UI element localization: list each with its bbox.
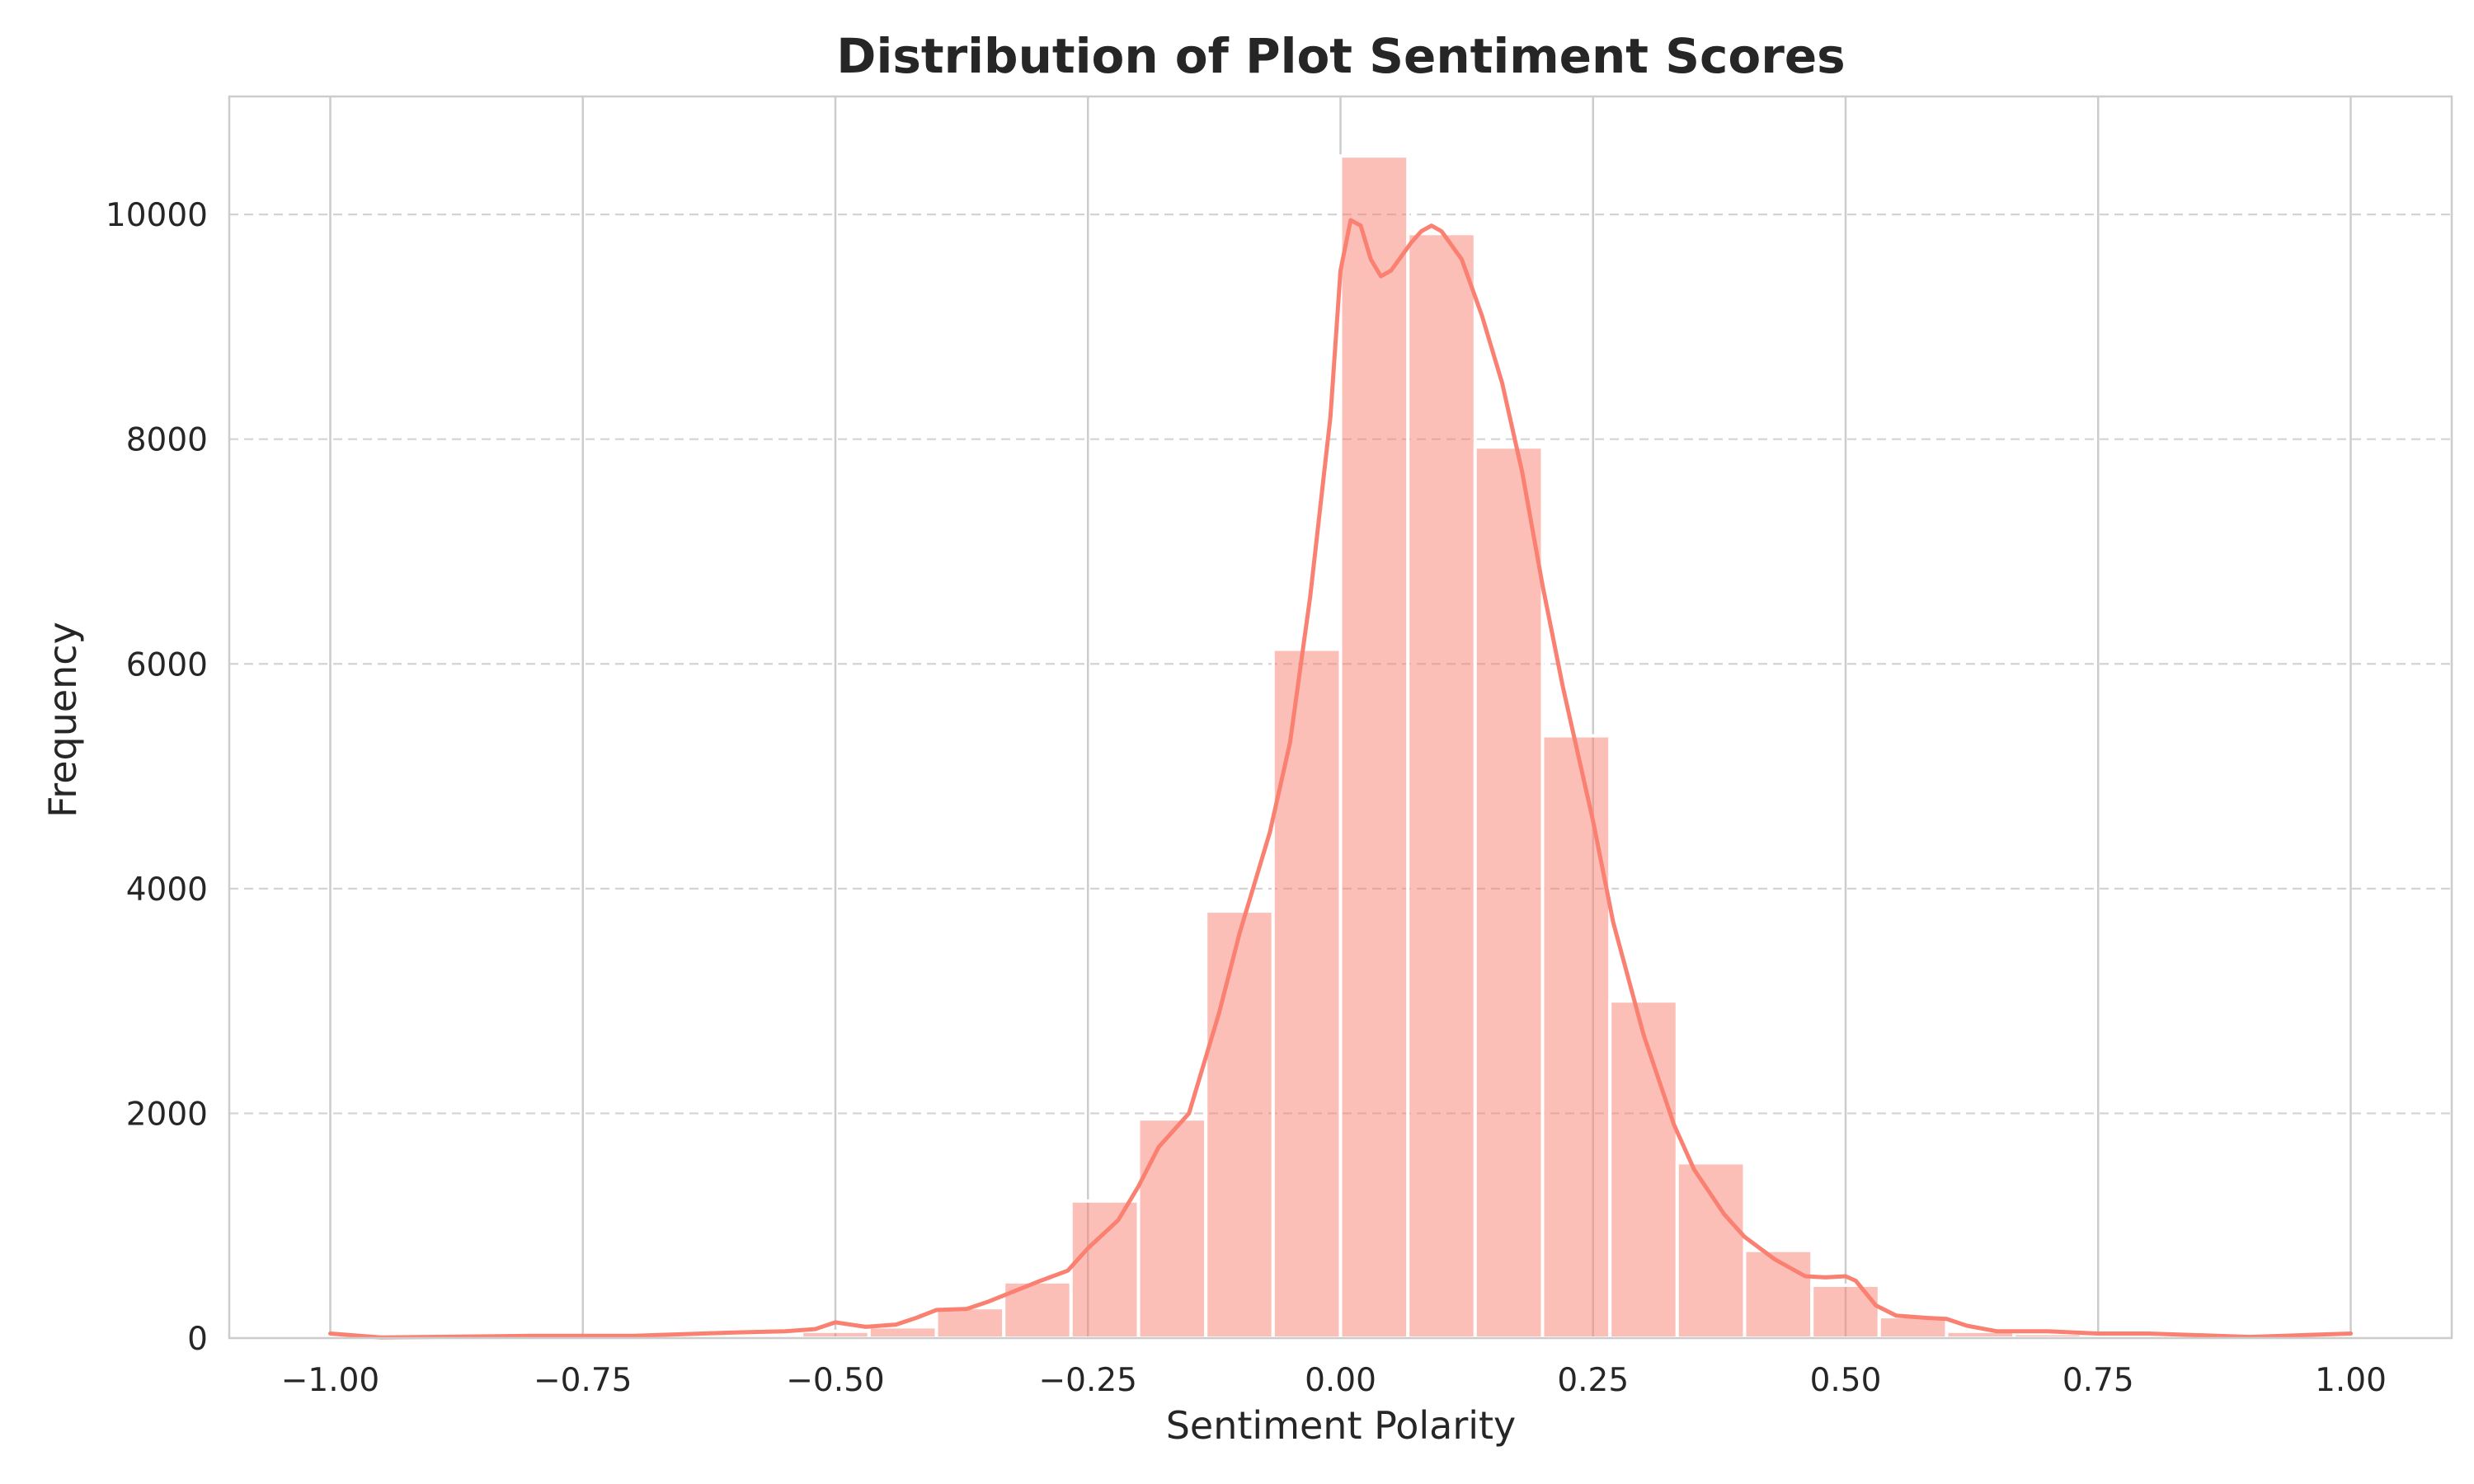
x-tick-label: 0.50: [1810, 1362, 1882, 1399]
histogram-bar: [1675, 1161, 1747, 1340]
histogram-bar: [1473, 445, 1545, 1340]
x-tick-label: 0.25: [1557, 1362, 1629, 1399]
histogram-bar: [934, 1306, 1006, 1340]
y-tick-label: 0: [187, 1321, 208, 1358]
histogram-bar: [1406, 232, 1477, 1340]
x-tick-label: 0.00: [1305, 1362, 1376, 1399]
histogram-bar: [1204, 909, 1275, 1340]
histogram-bar: [1338, 154, 1410, 1340]
y-axis-label: Frequency: [40, 622, 85, 818]
x-axis-label: Sentiment Polarity: [1166, 1403, 1517, 1448]
histogram-bar: [1540, 734, 1612, 1340]
y-tick-label: 4000: [126, 871, 208, 909]
chart-title: Distribution of Plot Sentiment Scores: [836, 28, 1845, 84]
y-axis-ticks: 0 2000 4000 6000 8000 10000: [106, 197, 208, 1358]
x-tick-label: −0.50: [786, 1362, 885, 1399]
histogram-bar: [1271, 647, 1343, 1340]
y-tick-label: 6000: [126, 646, 208, 683]
y-tick-label: 2000: [126, 1096, 208, 1133]
kde-curve-layer: [328, 218, 2353, 1340]
x-tick-label: −0.25: [1038, 1362, 1137, 1399]
x-tick-label: −1.00: [281, 1362, 380, 1399]
histogram-bar: [1810, 1283, 1881, 1340]
plot-frame: [228, 95, 2453, 1340]
x-tick-label: −0.75: [534, 1362, 633, 1399]
histogram-bar: [1608, 999, 1679, 1340]
x-axis-ticks: −1.00 −0.75 −0.50 −0.25 0.00 0.25 0.50 0.75 1.00: [281, 1362, 2387, 1399]
histogram-bars: [328, 154, 2353, 1341]
kde-curve: [328, 218, 2353, 1340]
x-tick-label: 0.75: [2062, 1362, 2134, 1399]
y-tick-label: 10000: [106, 197, 208, 234]
histogram-bar: [1069, 1199, 1141, 1340]
y-tick-label: 8000: [126, 422, 208, 459]
x-tick-label: 1.00: [2315, 1362, 2387, 1399]
histogram-bar: [1136, 1117, 1208, 1341]
histogram-bar: [867, 1325, 938, 1341]
